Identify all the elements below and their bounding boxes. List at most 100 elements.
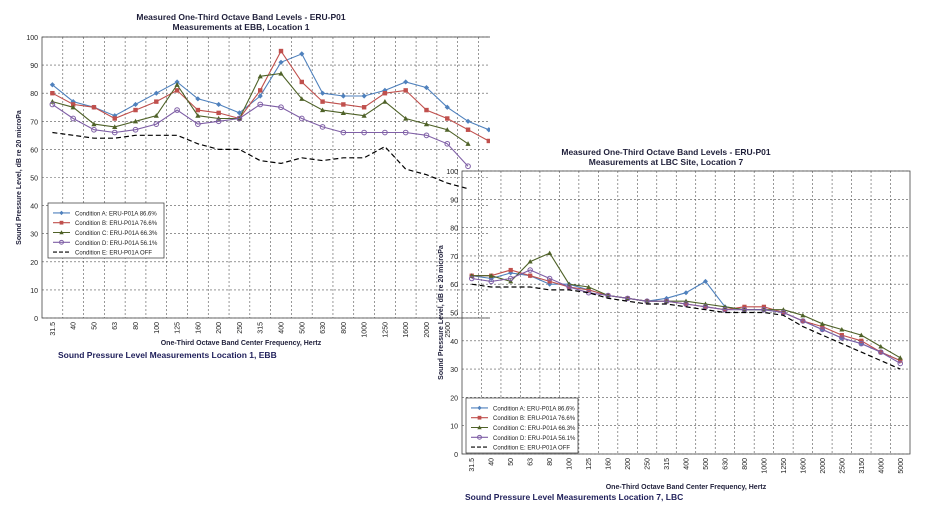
legend: Condition A: ERU-P01A 86.6% Condition B: … <box>47 202 165 259</box>
x-tick-label: 800 <box>742 458 749 470</box>
data-point <box>299 79 304 85</box>
data-point <box>298 115 305 122</box>
data-point <box>174 82 180 87</box>
data-point <box>382 90 388 96</box>
x-tick-label: 1600 <box>800 458 807 474</box>
caption-left: Sound Pressure Level Measurements Locati… <box>58 350 277 360</box>
data-point <box>340 129 347 136</box>
data-point <box>382 129 388 136</box>
data-point <box>403 115 409 121</box>
data-point <box>528 273 533 278</box>
x-tick-label: 63 <box>528 458 535 466</box>
data-point <box>423 84 430 91</box>
y-tick-label: 80 <box>450 226 458 233</box>
data-point <box>465 127 471 132</box>
data-point <box>761 306 767 313</box>
data-point <box>49 82 55 88</box>
legend-entry: Condition E: ERU-P01A OFF <box>75 251 152 257</box>
data-point <box>341 102 346 107</box>
data-point <box>278 104 284 111</box>
x-tick-label: 31.5 <box>469 458 476 472</box>
x-tick-label: 80 <box>133 322 140 330</box>
data-point <box>195 113 201 118</box>
data-point <box>257 73 263 79</box>
data-point <box>195 107 201 113</box>
y-axis-label: Sound Pressure Level, dB re 20 microPa <box>438 245 445 380</box>
y-tick-label: 30 <box>450 367 458 374</box>
data-point <box>683 290 689 296</box>
data-point <box>361 129 367 136</box>
series-5 <box>471 283 901 370</box>
data-point <box>898 358 903 363</box>
x-tick-label: 200 <box>216 322 223 334</box>
chart-location-7: Measured One-Third Octave Band Levels - … <box>438 147 911 491</box>
data-point <box>486 138 490 144</box>
legend-entry: Condition C: ERU-P01A 66.3% <box>75 231 158 237</box>
data-point <box>566 284 572 290</box>
x-tick-label: 50 <box>91 322 98 330</box>
legend-entry: Condition B: ERU-P01A 76.6% <box>75 221 158 227</box>
x-tick-label: 1000 <box>761 458 768 474</box>
x-tick-label: 31.5 <box>50 322 57 336</box>
x-tick-label: 1600 <box>403 322 410 338</box>
data-point <box>361 105 367 110</box>
y-axis-label: Sound Pressure Level, dB re 20 microPa <box>16 110 23 245</box>
legend-entry: Condition E: ERU-P01A OFF <box>493 446 570 452</box>
data-point <box>154 99 159 104</box>
x-tick-label: 1250 <box>781 458 788 474</box>
series-line <box>471 283 901 370</box>
x-tick-label: 500 <box>703 458 710 470</box>
x-tick-label: 250 <box>237 322 244 334</box>
data-point <box>423 132 430 139</box>
data-point <box>299 51 305 57</box>
series-3 <box>49 70 471 146</box>
x-axis-label: One-Third Octave Band Center Frequency, … <box>161 340 322 347</box>
data-point <box>527 259 533 264</box>
data-point <box>465 118 471 124</box>
series-2 <box>50 48 490 144</box>
legend: Condition A: ERU-P01A 86.6% Condition B: … <box>465 397 579 454</box>
y-tick-label: 10 <box>30 288 38 295</box>
data-point <box>153 90 159 96</box>
chart-subtitle: Measurements at EBB, Location 1 <box>173 22 310 32</box>
data-point <box>319 124 326 130</box>
data-point <box>70 102 76 107</box>
data-point <box>465 163 471 170</box>
x-tick-label: 80 <box>547 458 554 466</box>
data-point <box>278 48 284 54</box>
data-point <box>216 110 221 116</box>
y-tick-label: 90 <box>30 63 38 70</box>
series-line <box>471 272 901 362</box>
data-point <box>112 124 118 129</box>
x-tick-label: 160 <box>195 322 202 334</box>
x-tick-label: 50 <box>508 458 515 466</box>
data-point <box>91 105 97 110</box>
x-tick-label: 1000 <box>362 322 369 338</box>
x-tick-label: 2500 <box>839 458 846 474</box>
x-tick-label: 315 <box>258 322 265 334</box>
data-point <box>70 104 76 110</box>
data-point <box>320 99 325 104</box>
x-tick-label: 125 <box>175 322 182 334</box>
data-point <box>133 107 138 113</box>
data-point <box>174 79 180 85</box>
series-4 <box>49 101 471 170</box>
data-point <box>859 338 864 343</box>
data-point <box>340 110 346 115</box>
data-point <box>897 355 903 360</box>
data-point <box>340 93 346 99</box>
x-tick-label: 400 <box>684 458 691 470</box>
data-point <box>258 88 263 93</box>
gridlines <box>42 36 490 319</box>
legend-entry: Condition C: ERU-P01A 66.3% <box>493 426 576 432</box>
data-point <box>878 343 884 349</box>
series-1 <box>49 51 490 133</box>
x-tick-label: 200 <box>625 458 632 470</box>
series-5 <box>52 131 469 190</box>
y-tick-label: 50 <box>30 176 38 183</box>
data-point <box>299 96 305 101</box>
y-tick-label: 40 <box>450 339 458 346</box>
data-point <box>722 306 728 313</box>
x-tick-label: 160 <box>606 458 613 470</box>
x-tick-label: 500 <box>299 322 306 334</box>
